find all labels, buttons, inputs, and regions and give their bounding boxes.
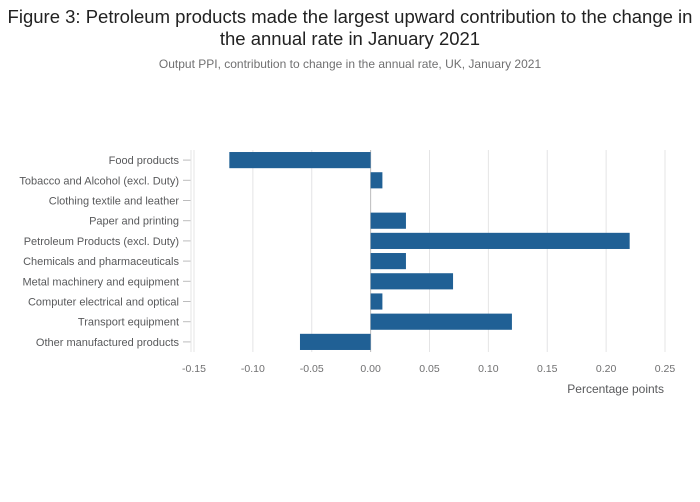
category-label: Petroleum Products (excl. Duty) — [24, 236, 179, 248]
category-label: Clothing textile and leather — [49, 196, 180, 208]
x-axis-label: Percentage points — [567, 382, 664, 396]
bar — [370, 232, 630, 249]
x-tick-label: -0.05 — [300, 363, 324, 375]
bar — [370, 253, 406, 270]
category-label: Other manufactured products — [36, 337, 180, 349]
x-tick-label: 0.00 — [360, 363, 381, 375]
x-axis-tick-labels: -0.15 -0.10 -0.05 0.00 0.05 0.10 0.15 0.20 0.25 — [182, 363, 675, 375]
category-label: Metal machinery and equipment — [22, 276, 179, 288]
y-axis-ticks — [183, 150, 192, 352]
bar — [299, 333, 371, 350]
bar — [370, 172, 383, 189]
category-label: Chemicals and pharmaceuticals — [23, 256, 179, 268]
chart-subtitle: Output PPI, contribution to change in th… — [158, 57, 542, 71]
category-label: Food products — [109, 155, 180, 167]
bar — [229, 152, 371, 169]
x-tick-label: 0.25 — [655, 363, 676, 375]
x-tick-label: -0.10 — [241, 363, 265, 375]
x-tick-label: 0.10 — [478, 363, 499, 375]
bar — [370, 293, 383, 310]
category-label: Transport equipment — [78, 317, 179, 329]
bar — [370, 212, 406, 229]
x-tick-label: 0.05 — [419, 363, 440, 375]
x-tick-label: 0.15 — [537, 363, 558, 375]
bar — [370, 313, 512, 330]
chart-title-text: Figure 3: Petroleum products made the la… — [7, 6, 693, 49]
category-label: Paper and printing — [89, 216, 179, 228]
x-tick-label: 0.20 — [596, 363, 617, 375]
x-tick-label: -0.15 — [182, 363, 206, 375]
bar — [370, 273, 454, 290]
category-label: Tobacco and Alcohol (excl. Duty) — [19, 175, 179, 187]
chart-title: Figure 3: Petroleum products made the la… — [0, 6, 700, 50]
bars — [229, 152, 630, 350]
category-label: Computer electrical and optical — [28, 297, 179, 309]
category-labels: Food products Tobacco and Alcohol (excl. … — [19, 155, 179, 349]
